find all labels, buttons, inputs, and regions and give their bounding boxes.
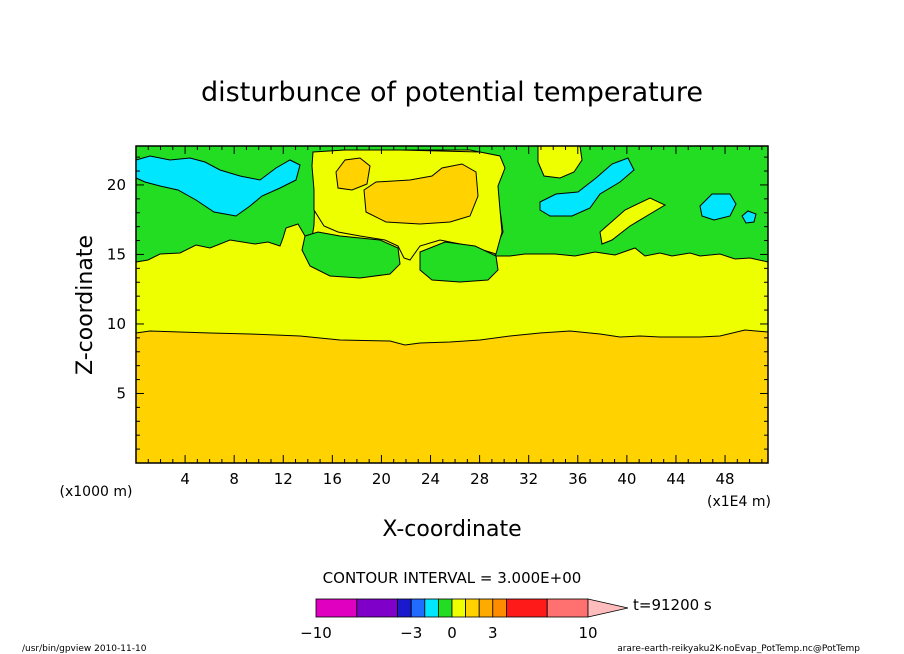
colorbar-bin [397, 598, 412, 618]
x-tick-label: 44 [666, 470, 685, 488]
x-tick-label: 32 [519, 470, 538, 488]
plot-frame [135, 145, 769, 464]
orange-island-2 [363, 163, 479, 225]
footer-right: arare-earth-reikyaku2K-noEvap_PotTemp.nc… [617, 644, 860, 654]
chart-title: disturbunce of potential temperature [201, 77, 703, 108]
x-tick-label: 16 [323, 470, 342, 488]
cyan-region-small [741, 210, 757, 224]
cyan-region-right [699, 193, 737, 221]
colorbar-tick-label: −10 [300, 624, 332, 642]
cyan-region-left [135, 155, 301, 217]
x-unit-label: (x1000 m) [60, 484, 133, 500]
x-tick-label: 28 [470, 470, 489, 488]
colorbar-labels: −10 −3 0 3 10 [300, 624, 597, 642]
colorbar-bin [492, 598, 507, 618]
x-tick-label: 36 [568, 470, 587, 488]
colorbar-bin [465, 598, 480, 618]
x-tick-label: 20 [372, 470, 391, 488]
orange-island-1 [335, 157, 371, 191]
yellow-island-right [537, 145, 583, 179]
colorbar-tick-label: 0 [447, 624, 457, 642]
green-island-left [301, 231, 401, 279]
x-tick-label: 24 [421, 470, 440, 488]
x-tick-label: 48 [716, 470, 735, 488]
x-axis-label: X-coordinate [382, 517, 521, 542]
time-label: t=91200 s [633, 596, 712, 614]
colorbar-extend-arrow [587, 598, 629, 618]
colorbar-bin [410, 598, 426, 618]
colorbar-tick-label: 3 [488, 624, 498, 642]
y-axis-label: Z-coordinate [73, 235, 98, 375]
colorbar-bin [451, 598, 467, 618]
y-tick-label: 20 [107, 176, 126, 194]
y-tick-label: 5 [116, 384, 126, 402]
contour-interval-label: CONTOUR INTERVAL = 3.000E+00 [323, 569, 582, 587]
colorbar-bin [437, 598, 453, 618]
contour-field [135, 145, 769, 463]
x-tick-label: 4 [180, 470, 190, 488]
colorbar-bin [505, 598, 548, 618]
y-unit-label: (x1E4 m) [707, 494, 771, 510]
axis-ticks [136, 146, 768, 463]
colorbar-tick-label: 10 [578, 624, 597, 642]
x-tick-label: 12 [274, 470, 293, 488]
green-island-mid [419, 241, 499, 283]
colorbar-bin [356, 598, 398, 618]
colorbar-bin [546, 598, 589, 618]
x-tick-label: 40 [617, 470, 636, 488]
cyan-region-mid [539, 157, 635, 217]
colorbar-bin [478, 598, 494, 618]
colorbar-bin [315, 598, 358, 618]
colorbar-bin [424, 598, 439, 618]
yellow-island-lower-right [599, 197, 667, 245]
colorbar-tick-label: −3 [400, 624, 422, 642]
colorbar [315, 598, 629, 618]
y-tick-label: 15 [107, 245, 126, 263]
contour-line-9 [135, 329, 769, 346]
y-tick-label: 10 [107, 315, 126, 333]
x-tick-label: 8 [229, 470, 239, 488]
footer-left: /usr/bin/gpview 2010-11-10 [22, 644, 147, 654]
